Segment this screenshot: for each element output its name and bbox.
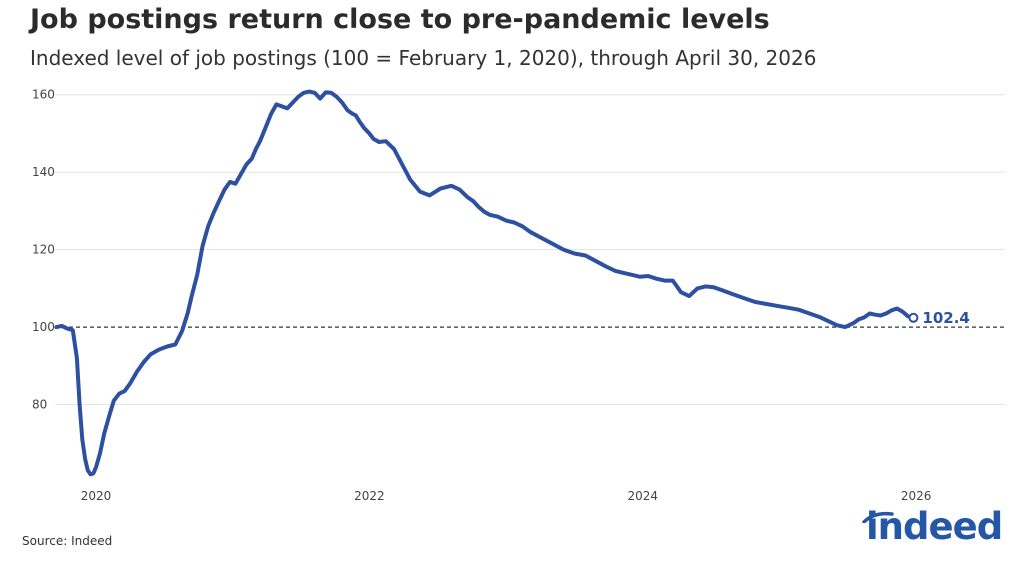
end-point-marker <box>908 312 919 323</box>
y-tick-label: 140 <box>32 165 55 179</box>
y-tick-label: 100 <box>32 320 55 334</box>
y-tick-label: 160 <box>32 88 55 102</box>
end-value-label: 102.4 <box>922 309 969 327</box>
y-tick-label: 120 <box>32 243 55 257</box>
series-group <box>54 89 916 477</box>
y-tick-label: 80 <box>32 398 47 412</box>
logo-arc-icon <box>862 511 894 523</box>
chart-title: Job postings return close to pre-pandemi… <box>30 4 770 35</box>
logo-wordmark: indeed <box>866 505 1003 548</box>
x-tick-label: 2026 <box>901 489 932 503</box>
x-tick-label: 2022 <box>354 489 385 503</box>
x-tick-label: 2024 <box>627 489 658 503</box>
y-axis-ticks: 80 100 120 140 160 <box>32 88 55 412</box>
end-label-group: 102.4 <box>908 309 970 327</box>
x-tick-label: 2020 <box>81 489 112 503</box>
series-line-job-postings <box>54 89 916 477</box>
chart-subtitle: Indexed level of job postings (100 = Feb… <box>30 46 817 70</box>
x-axis-ticks: 2020 2022 2024 2026 <box>81 489 932 503</box>
source-note: Source: Indeed <box>22 534 113 548</box>
indeed-logo: indeed <box>858 505 1003 557</box>
grid-lines <box>55 94 1005 406</box>
